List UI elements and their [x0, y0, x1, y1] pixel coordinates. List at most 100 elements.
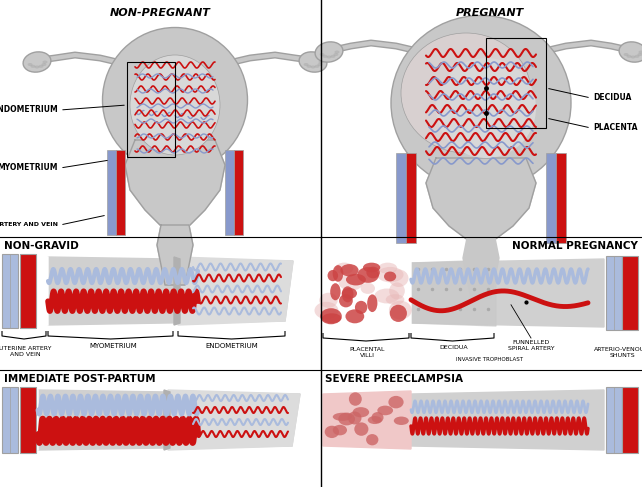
Text: PLACENTAL
VILLI: PLACENTAL VILLI [349, 347, 385, 358]
Ellipse shape [348, 412, 361, 425]
Polygon shape [168, 390, 300, 450]
Polygon shape [178, 257, 293, 325]
Ellipse shape [28, 63, 33, 66]
Ellipse shape [368, 416, 382, 424]
Text: DECIDUA: DECIDUA [439, 345, 468, 350]
Ellipse shape [318, 60, 324, 63]
Ellipse shape [304, 63, 309, 66]
Ellipse shape [299, 52, 327, 72]
Ellipse shape [42, 60, 48, 63]
Text: NON-GRAVID: NON-GRAVID [4, 241, 79, 251]
Text: INVASIVE TROPHOBLAST: INVASIVE TROPHOBLAST [456, 357, 523, 362]
Ellipse shape [391, 16, 571, 190]
Ellipse shape [322, 55, 327, 58]
Ellipse shape [333, 53, 338, 56]
Ellipse shape [354, 422, 369, 436]
Ellipse shape [352, 407, 369, 417]
Ellipse shape [377, 267, 404, 282]
Bar [556, 153, 566, 243]
Ellipse shape [619, 42, 642, 62]
Polygon shape [164, 390, 170, 450]
Polygon shape [157, 225, 193, 285]
Bar [225, 150, 234, 235]
Ellipse shape [388, 396, 404, 409]
Polygon shape [48, 257, 293, 325]
Text: UTERINE ARTERY AND VEIN: UTERINE ARTERY AND VEIN [0, 223, 58, 227]
Ellipse shape [634, 55, 639, 58]
Bar [622, 256, 638, 330]
Ellipse shape [338, 412, 355, 426]
Ellipse shape [331, 55, 336, 58]
Ellipse shape [103, 27, 248, 172]
Ellipse shape [311, 65, 315, 69]
Ellipse shape [623, 53, 629, 56]
Text: NON-PREGNANT: NON-PREGNANT [110, 8, 211, 18]
Bar [546, 153, 556, 243]
Polygon shape [411, 390, 604, 450]
Ellipse shape [389, 282, 405, 300]
Ellipse shape [320, 53, 325, 56]
Ellipse shape [639, 51, 642, 54]
Text: IMMEDIATE POST-PARTUM: IMMEDIATE POST-PARTUM [4, 374, 155, 384]
Text: SEVERE PREECLAMPSIA: SEVERE PREECLAMPSIA [325, 374, 463, 384]
Ellipse shape [339, 294, 353, 307]
Ellipse shape [317, 63, 322, 66]
Ellipse shape [342, 288, 357, 299]
Bar [606, 256, 622, 330]
Ellipse shape [306, 65, 311, 68]
Ellipse shape [372, 412, 383, 423]
Ellipse shape [340, 264, 359, 277]
Ellipse shape [315, 65, 320, 68]
Text: UTERINE ARTERY
AND VEIN: UTERINE ARTERY AND VEIN [0, 346, 51, 357]
Polygon shape [463, 238, 499, 298]
Text: FUNNELLED
SPIRAL ARTERY: FUNNELLED SPIRAL ARTERY [508, 340, 554, 351]
Polygon shape [323, 260, 411, 326]
Ellipse shape [358, 267, 379, 283]
Ellipse shape [342, 286, 354, 302]
Ellipse shape [394, 416, 409, 425]
Ellipse shape [390, 305, 407, 322]
Text: MYOMETRIUM: MYOMETRIUM [89, 343, 137, 349]
Ellipse shape [630, 56, 636, 58]
Text: PLACENTA: PLACENTA [593, 124, 638, 132]
Text: MYOMETRIUM: MYOMETRIUM [0, 164, 58, 172]
Bar [2, 254, 18, 328]
Polygon shape [0, 255, 48, 327]
Polygon shape [38, 390, 300, 450]
Text: PREGNANT: PREGNANT [456, 8, 524, 18]
Ellipse shape [330, 283, 341, 300]
Text: ENDOMETRIUM: ENDOMETRIUM [205, 343, 258, 349]
Ellipse shape [320, 308, 342, 324]
Ellipse shape [39, 65, 44, 68]
Bar [20, 387, 36, 453]
Ellipse shape [638, 53, 642, 56]
Text: ARTERIO-VENOUS
SHUNTS: ARTERIO-VENOUS SHUNTS [594, 347, 642, 358]
Ellipse shape [322, 313, 342, 323]
Ellipse shape [333, 425, 347, 435]
Ellipse shape [23, 52, 51, 72]
Bar [486, 38, 546, 128]
Ellipse shape [327, 56, 331, 58]
Ellipse shape [367, 294, 377, 312]
Ellipse shape [335, 262, 353, 274]
Ellipse shape [389, 269, 408, 287]
Ellipse shape [374, 288, 399, 303]
Ellipse shape [627, 55, 632, 58]
Bar [2, 387, 18, 453]
Ellipse shape [345, 309, 364, 323]
Polygon shape [411, 260, 496, 326]
Ellipse shape [363, 262, 380, 272]
Polygon shape [174, 257, 180, 325]
Ellipse shape [366, 434, 378, 445]
Text: ENDOMETRIUM: ENDOMETRIUM [0, 106, 58, 114]
Ellipse shape [367, 267, 380, 279]
Ellipse shape [130, 55, 220, 155]
Ellipse shape [377, 406, 393, 415]
Polygon shape [125, 140, 225, 230]
Bar [127, 62, 175, 157]
Ellipse shape [31, 65, 35, 68]
Ellipse shape [384, 272, 396, 281]
Ellipse shape [401, 33, 531, 153]
Ellipse shape [333, 412, 352, 421]
Bar [20, 254, 36, 328]
